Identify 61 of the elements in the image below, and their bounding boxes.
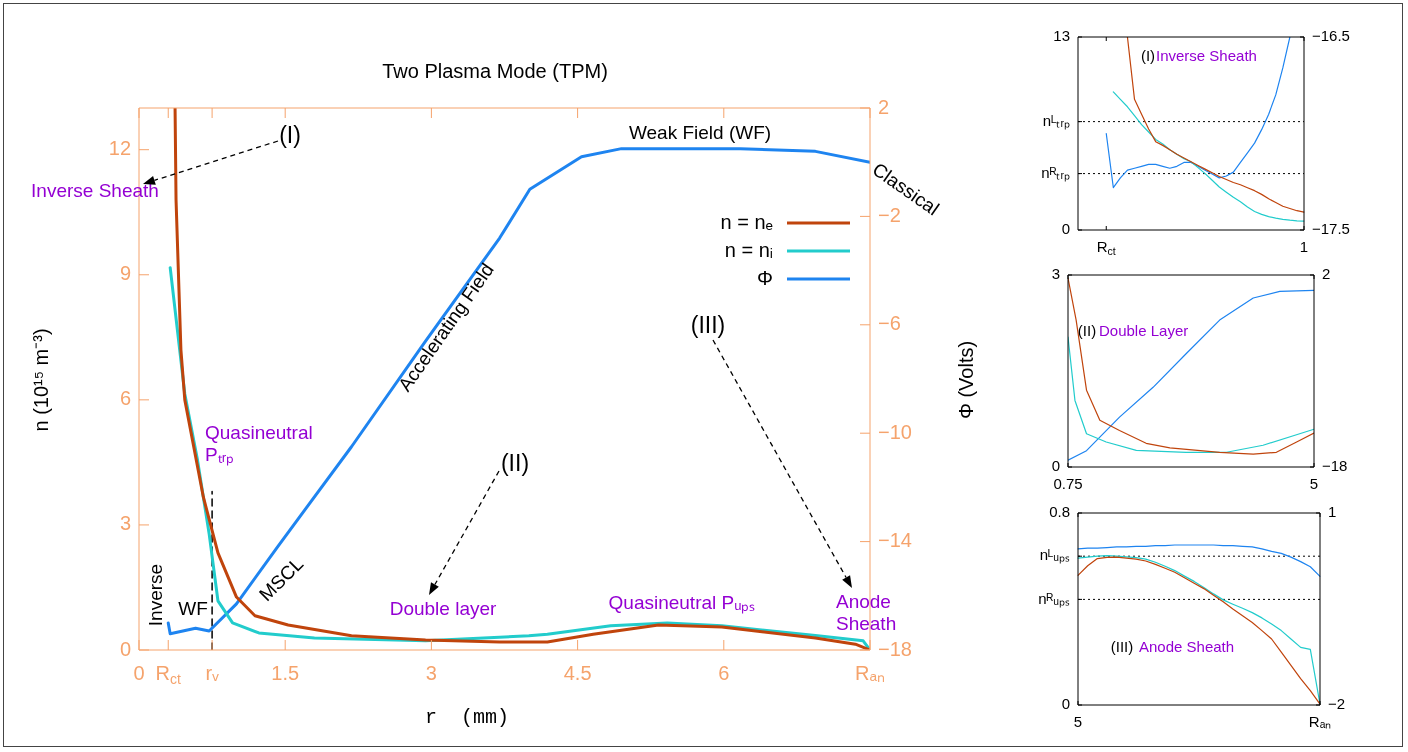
- x-tick-label: 5: [1309, 475, 1319, 493]
- annotation: Anode Sheath: [1139, 638, 1235, 656]
- y-tick-label: nᴿₜᵣₚ: [1041, 163, 1071, 182]
- x-tick-label: 0.75: [1053, 475, 1083, 493]
- x-tick-label: 4.5: [563, 661, 592, 684]
- annotation: Weak Field (WF): [628, 122, 772, 144]
- y-tick-label: 0: [1051, 457, 1060, 475]
- legend-label: n = nₑ: [720, 210, 773, 233]
- chart-title: Two Plasma Mode (TPM): [382, 59, 608, 82]
- annotation: Inverse Sheath: [1156, 47, 1257, 65]
- y-tick-label: 13: [1053, 27, 1070, 45]
- y-tick-label: 0.8: [1049, 503, 1071, 521]
- y2-tick-label: −16.5: [1312, 27, 1350, 45]
- y-tick-label: 3: [119, 512, 131, 535]
- annotation: Double layer: [389, 598, 498, 620]
- annotation: (II): [1077, 322, 1097, 340]
- y2-tick-label: −18: [1322, 457, 1348, 475]
- annotation: (I): [279, 122, 301, 149]
- y-tick-label: 9: [119, 262, 131, 285]
- y2-tick-label: −2: [1328, 695, 1346, 713]
- legend-label: Φ: [757, 266, 773, 289]
- x-tick-label: Rₐₙ: [855, 661, 885, 684]
- x-axis-title: r (mm): [424, 706, 510, 730]
- y2-tick-label: −18: [878, 637, 912, 660]
- y-tick-label: nᴿᵤₚₛ: [1038, 589, 1071, 608]
- y2-tick-label: −10: [878, 420, 912, 443]
- annotation: Quasineutral Pᵤₚₛ: [608, 592, 756, 615]
- y-tick-label: 6: [119, 387, 131, 410]
- x-tick-label: 1.5: [271, 661, 300, 684]
- x-tick-label: Rₐₙ: [1308, 713, 1332, 731]
- legend-label: n = nᵢ: [724, 238, 773, 261]
- annotation: Quasineutral Pₜᵣₚ: [205, 422, 313, 467]
- annotation: (II): [500, 450, 530, 477]
- x-tick-label: 5: [1073, 713, 1083, 731]
- y2-tick-label: 2: [1322, 265, 1331, 283]
- annotation: Inverse Sheath: [31, 180, 159, 202]
- y-tick-label: 0: [1061, 220, 1070, 238]
- x-tick-label: 6: [718, 661, 730, 684]
- y-axis-title: n (10¹⁵ m⁻³): [29, 328, 52, 432]
- y-tick-label: nᴸₜᵣₚ: [1042, 111, 1071, 130]
- y2-tick-label: 2: [878, 95, 890, 118]
- annotation: Inverse: [145, 563, 167, 627]
- x-tick-label: 0: [133, 661, 145, 684]
- y2-axis-title: Φ (Volts): [954, 340, 977, 420]
- y-tick-label: 12: [108, 137, 131, 160]
- annotation: Double Layer: [1099, 322, 1189, 340]
- y2-tick-label: −17.5: [1312, 220, 1350, 238]
- y-tick-label: 0: [119, 637, 131, 660]
- annotation: (I): [1140, 47, 1156, 65]
- y-tick-label: nᴸᵤₚₛ: [1039, 546, 1071, 565]
- x-tick-label: rᵥ: [205, 661, 220, 684]
- annotation: (III): [1110, 638, 1134, 656]
- y2-tick-label: 1: [1328, 503, 1337, 521]
- y2-tick-label: −6: [878, 312, 901, 335]
- annotation: (III): [690, 312, 726, 339]
- y-tick-label: 3: [1051, 265, 1060, 283]
- annotation: WF: [178, 598, 208, 620]
- x-tick-label: 3: [425, 661, 437, 684]
- annotation: Anode Sheath: [836, 591, 897, 635]
- y2-tick-label: −14: [878, 529, 912, 552]
- y-tick-label: 0: [1061, 695, 1070, 713]
